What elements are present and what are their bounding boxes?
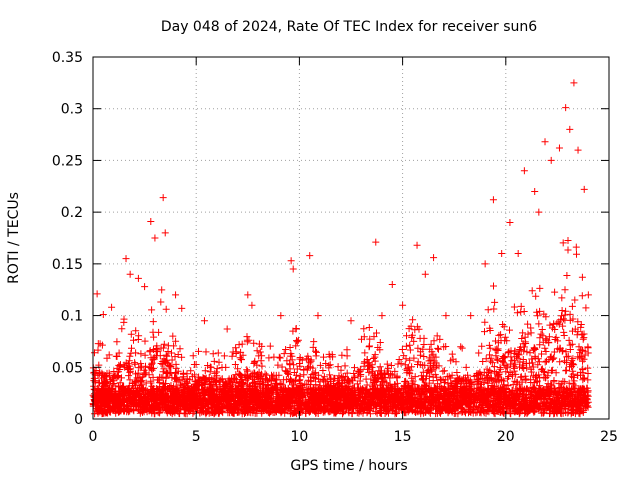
data-point	[289, 265, 297, 273]
data-point	[378, 312, 386, 320]
data-point	[481, 260, 489, 268]
data-point	[531, 187, 539, 195]
plot-frame	[92, 56, 610, 420]
data-points	[89, 79, 592, 418]
data-point	[248, 301, 256, 309]
y-axis-label: ROTI / TECUs	[6, 192, 22, 284]
y-tick-label: 0.15	[52, 257, 83, 273]
roti-point-cloud	[89, 237, 592, 418]
data-point	[514, 250, 522, 258]
data-point	[580, 185, 588, 193]
data-point	[151, 234, 159, 242]
data-point	[555, 144, 563, 152]
data-point	[277, 312, 285, 320]
data-point	[126, 270, 134, 278]
data-point	[562, 104, 570, 112]
x-tick-label: 25	[600, 429, 618, 445]
y-tick-label: 0.05	[52, 360, 83, 376]
data-point	[122, 255, 130, 263]
data-point	[347, 317, 355, 325]
data-point	[287, 257, 295, 265]
data-point	[442, 312, 450, 320]
x-tick-label: 5	[192, 429, 201, 445]
chart-title: Day 048 of 2024, Rate Of TEC Index for r…	[161, 19, 537, 35]
y-tick-label: 0	[74, 412, 83, 428]
data-point	[161, 229, 169, 237]
y-tick-label: 0.25	[52, 153, 83, 169]
data-point	[93, 290, 101, 298]
y-tick-label: 0.35	[52, 50, 83, 66]
data-point	[314, 312, 322, 320]
grid	[93, 57, 609, 419]
x-tick-label: 15	[394, 429, 412, 445]
data-point	[147, 217, 155, 225]
data-point	[413, 241, 421, 249]
data-point	[388, 281, 396, 289]
y-tick-label: 0.2	[61, 205, 83, 221]
data-point	[489, 196, 497, 204]
data-point	[134, 274, 142, 282]
x-axis-label: GPS time / hours	[290, 458, 407, 474]
data-point	[159, 194, 167, 202]
data-point	[498, 250, 506, 258]
data-point	[178, 304, 186, 312]
data-point	[399, 301, 407, 309]
data-point	[547, 156, 555, 164]
data-point	[566, 125, 574, 133]
data-point	[467, 312, 475, 320]
data-point	[372, 238, 380, 246]
x-tick-label: 10	[290, 429, 308, 445]
data-point	[541, 138, 549, 146]
data-point	[584, 291, 592, 299]
data-point	[141, 283, 149, 291]
data-point	[520, 167, 528, 175]
data-point	[244, 291, 252, 299]
data-point	[535, 208, 543, 216]
data-point	[200, 317, 208, 325]
x-tick-label: 0	[89, 429, 98, 445]
x-tick-label: 20	[497, 429, 515, 445]
data-point	[421, 270, 429, 278]
data-point	[570, 79, 578, 87]
data-point	[172, 291, 180, 299]
data-point	[574, 146, 582, 154]
y-tick-label: 0.1	[61, 309, 83, 325]
y-tick-label: 0.3	[61, 102, 83, 118]
data-point	[99, 311, 107, 319]
axis-ticks: 0 0.05 0.1 0.15 0.2 0.25 0.3 0.35 0 5 10 15 20 25	[52, 50, 618, 445]
data-point	[108, 303, 116, 311]
data-point	[506, 218, 514, 226]
data-point	[223, 325, 231, 333]
data-point	[430, 254, 438, 262]
data-point	[306, 252, 314, 260]
